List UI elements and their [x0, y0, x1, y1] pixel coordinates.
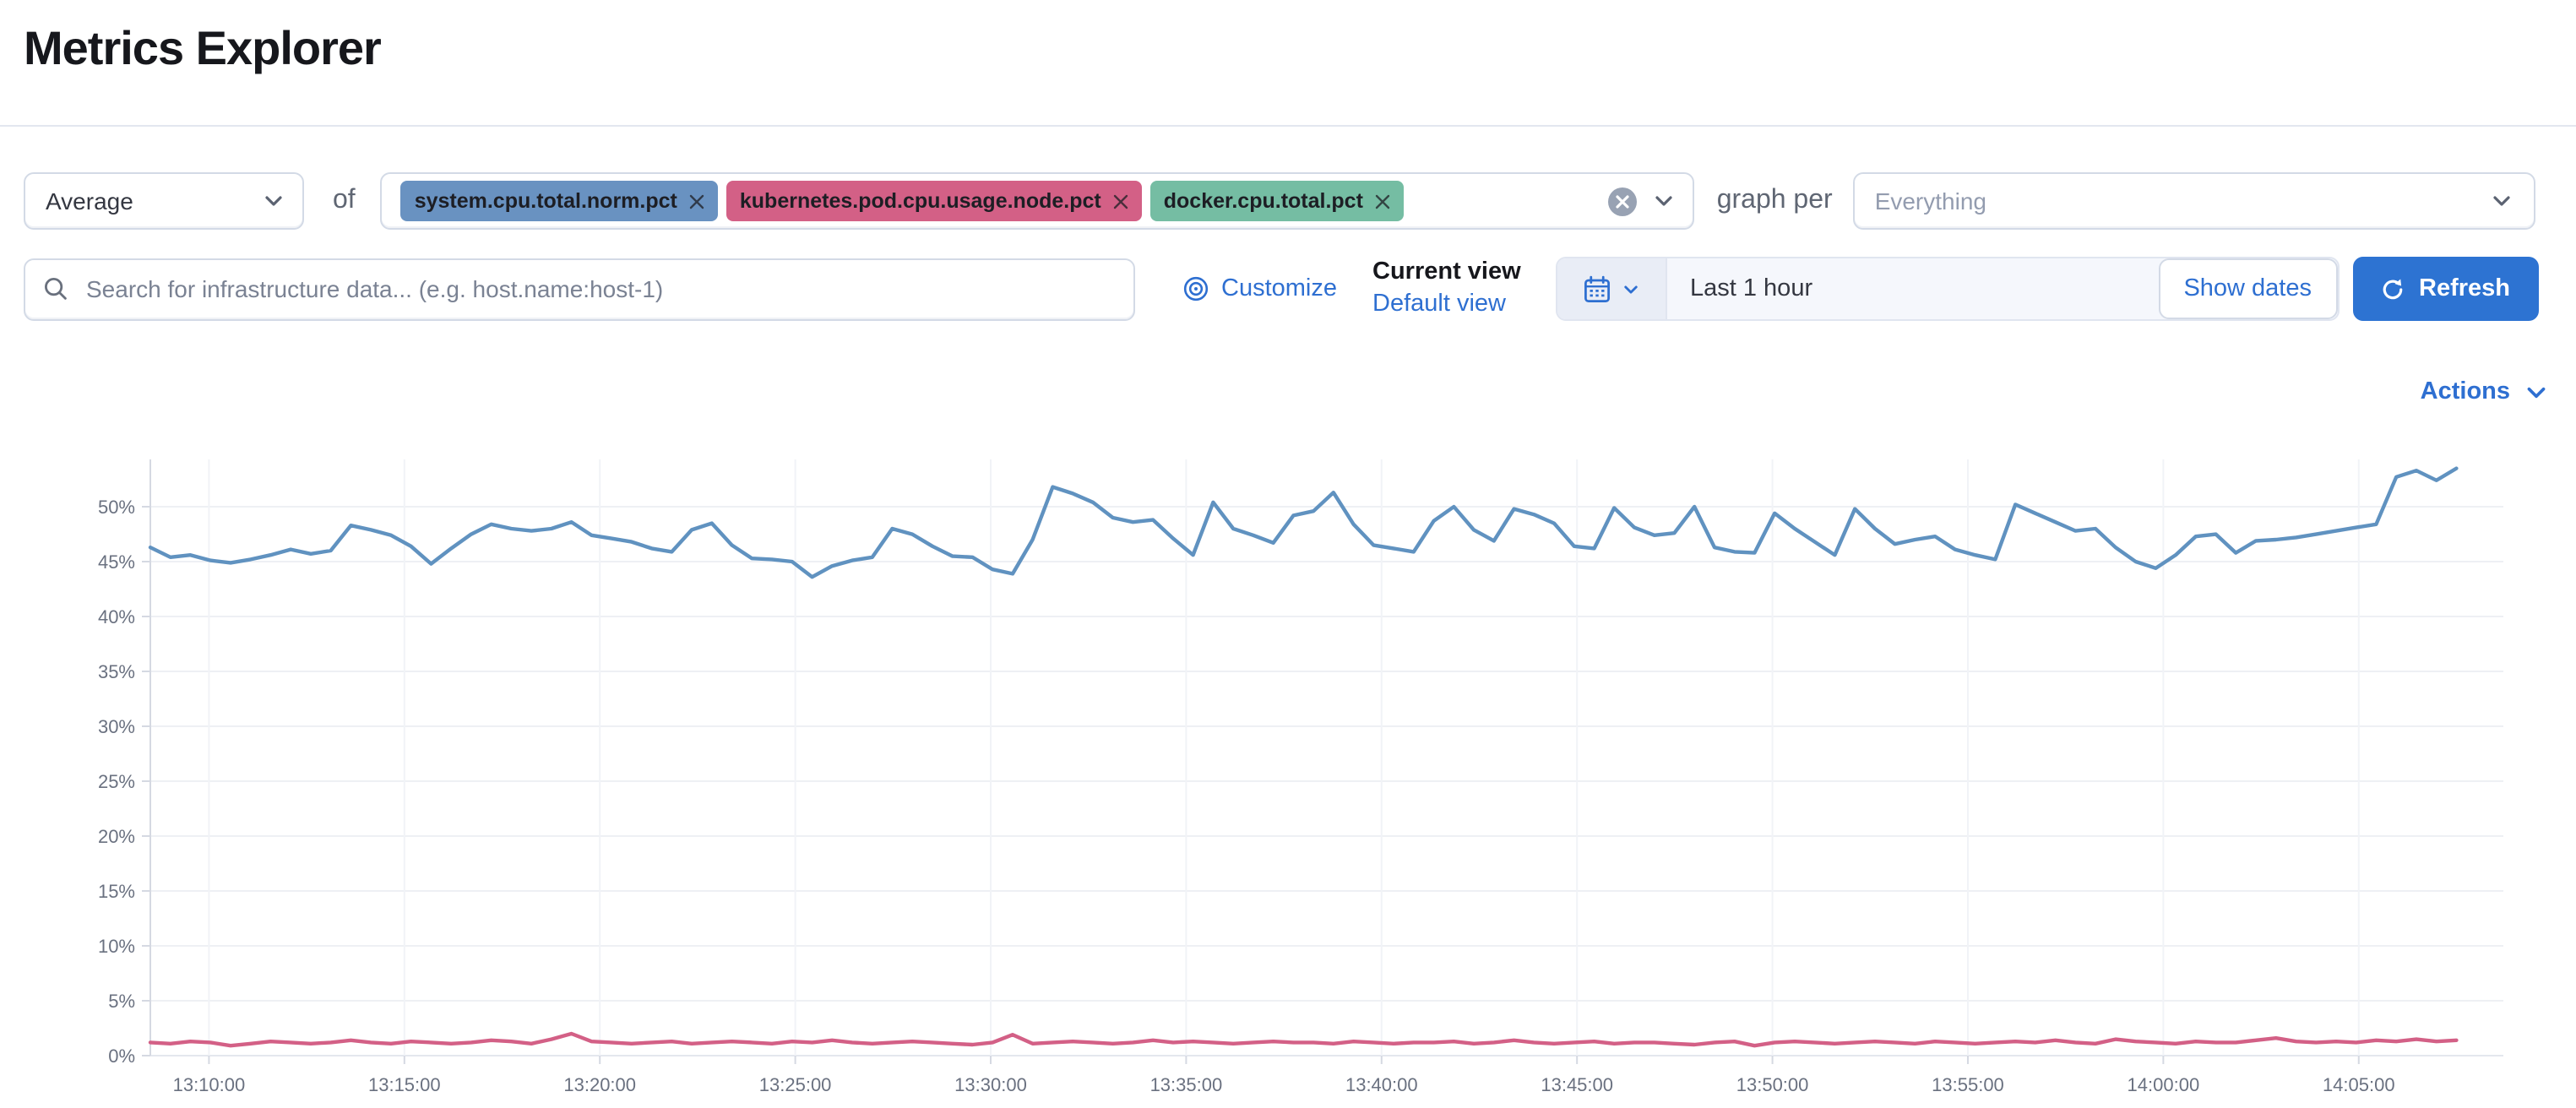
metric-pill-label: system.cpu.total.norm.pct — [414, 189, 677, 213]
svg-text:30%: 30% — [98, 716, 135, 737]
search-input[interactable] — [83, 274, 1117, 304]
customize-button[interactable]: Customize — [1182, 275, 1337, 302]
svg-text:35%: 35% — [98, 661, 135, 682]
chevron-down-icon — [2490, 189, 2514, 213]
svg-text:5%: 5% — [108, 991, 135, 1012]
clear-all-icon[interactable] — [1608, 187, 1638, 215]
svg-text:0%: 0% — [108, 1046, 135, 1067]
actions-menu-button[interactable]: Actions — [2421, 378, 2549, 405]
customize-label: Customize — [1221, 275, 1337, 302]
metric-pill[interactable]: system.cpu.total.norm.pct — [400, 181, 718, 221]
aggregation-value: Average — [46, 187, 133, 215]
svg-text:13:35:00: 13:35:00 — [1150, 1074, 1223, 1095]
current-view-label: Current view — [1372, 258, 1521, 285]
show-dates-button[interactable]: Show dates — [2158, 258, 2337, 319]
metrics-chart: 0% 5% 10% 15% 20% 25% 30% 35% 40% 45% 50% 13:10:00 1… — [0, 449, 2576, 1108]
aggregation-select[interactable]: Average — [24, 172, 304, 230]
refresh-label: Refresh — [2419, 275, 2510, 302]
remove-metric-icon[interactable] — [689, 193, 704, 209]
metric-pill-label: docker.cpu.total.pct — [1163, 189, 1363, 213]
show-dates-label: Show dates — [2183, 275, 2312, 302]
customize-icon — [1182, 275, 1209, 302]
remove-metric-icon[interactable] — [1113, 193, 1128, 209]
svg-text:13:30:00: 13:30:00 — [954, 1074, 1027, 1095]
metric-pill-label: kubernetes.pod.cpu.usage.node.pct — [739, 189, 1101, 213]
chevron-down-icon[interactable] — [1653, 189, 1677, 213]
svg-text:15%: 15% — [98, 881, 135, 902]
view-switcher: Current view Default view — [1372, 257, 1528, 321]
chevron-down-icon — [2524, 379, 2549, 405]
refresh-button[interactable]: Refresh — [2352, 257, 2538, 321]
svg-text:13:25:00: 13:25:00 — [759, 1074, 832, 1095]
graph-per-label: graph per — [1716, 186, 1833, 215]
page-title: Metrics Explorer — [24, 22, 382, 74]
time-range-value[interactable]: Last 1 hour — [1690, 275, 1813, 302]
svg-text:13:50:00: 13:50:00 — [1736, 1074, 1809, 1095]
chevron-down-icon — [262, 189, 285, 213]
date-quick-select-button[interactable] — [1557, 258, 1666, 319]
svg-text:25%: 25% — [98, 771, 135, 792]
svg-text:10%: 10% — [98, 936, 135, 957]
svg-text:20%: 20% — [98, 826, 135, 847]
calendar-icon — [1582, 274, 1611, 303]
search-toolbar: Customize Current view Default view Last… — [0, 257, 2576, 321]
search-icon — [42, 275, 69, 302]
svg-text:13:15:00: 13:15:00 — [368, 1074, 441, 1095]
remove-metric-icon[interactable] — [1375, 193, 1390, 209]
metric-pill[interactable]: docker.cpu.total.pct — [1149, 181, 1404, 221]
metric-pill[interactable]: kubernetes.pod.cpu.usage.node.pct — [726, 181, 1142, 221]
svg-text:13:55:00: 13:55:00 — [1932, 1074, 2004, 1095]
default-view-link[interactable]: Default view — [1372, 291, 1506, 318]
header-divider — [0, 125, 2576, 127]
metrics-combobox[interactable]: system.cpu.total.norm.pct kubernetes.pod.… — [380, 172, 1695, 230]
line-chart: 0% 5% 10% 15% 20% 25% 30% 35% 40% 45% 50% 13:10:00 1… — [98, 459, 2503, 1095]
refresh-icon — [2380, 276, 2405, 301]
metric-pill-row: system.cpu.total.norm.pct kubernetes.pod.… — [393, 181, 1404, 221]
svg-text:14:00:00: 14:00:00 — [2128, 1074, 2200, 1095]
group-by-select[interactable]: Everything — [1852, 172, 2535, 230]
svg-text:45%: 45% — [98, 551, 135, 573]
svg-text:50%: 50% — [98, 497, 135, 518]
combobox-controls — [1608, 187, 1677, 215]
date-picker: Last 1 hour Show dates — [1555, 257, 2339, 321]
svg-text:13:40:00: 13:40:00 — [1345, 1074, 1418, 1095]
svg-text:13:10:00: 13:10:00 — [173, 1074, 246, 1095]
metrics-toolbar: Average of system.cpu.total.norm.pct kube… — [0, 172, 2576, 230]
svg-text:13:45:00: 13:45:00 — [1541, 1074, 1613, 1095]
chevron-down-icon — [1621, 280, 1639, 298]
svg-text:40%: 40% — [98, 606, 135, 627]
svg-text:13:20:00: 13:20:00 — [563, 1074, 636, 1095]
actions-label: Actions — [2420, 378, 2510, 405]
search-box[interactable] — [24, 258, 1135, 320]
group-by-value: Everything — [1874, 187, 1986, 215]
svg-text:14:05:00: 14:05:00 — [2323, 1074, 2395, 1095]
of-label: of — [333, 186, 356, 215]
